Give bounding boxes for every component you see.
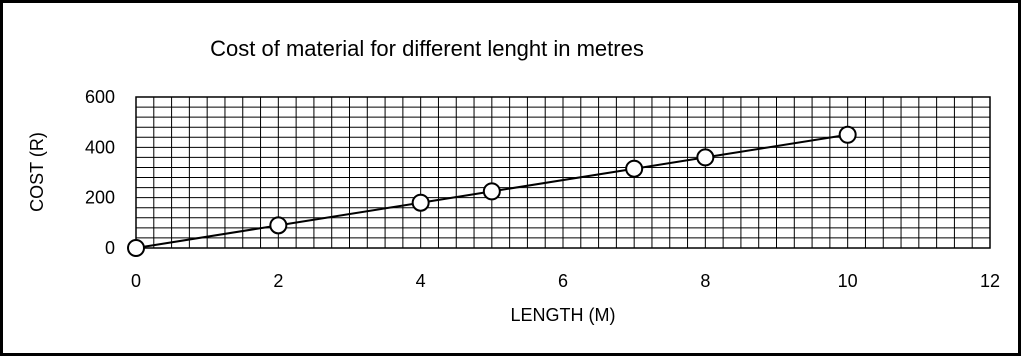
x-tick-label: 4 [416,271,426,291]
y-tick-label: 600 [85,87,115,107]
chart-title: Cost of material for different lenght in… [210,36,644,61]
data-point [482,182,501,201]
y-tick-label: 0 [105,238,115,258]
x-tick-label: 2 [273,271,283,291]
x-axis-label: LENGTH (M) [511,305,616,325]
data-point [127,239,145,257]
plot-area-border [135,96,991,249]
data-point [269,216,288,235]
chart-svg: Cost of material for different lenght in… [27,36,1000,325]
y-tick-label: 200 [85,188,115,208]
series [127,125,857,257]
grid [136,97,990,248]
data-point [838,125,857,144]
data-point [696,148,715,167]
data-point [625,159,644,178]
x-tick-label: 10 [838,271,858,291]
x-tick-label: 0 [131,271,141,291]
x-tick-label: 12 [980,271,1000,291]
x-tick-label: 6 [558,271,568,291]
y-tick-labels: 0 200 400 600 [85,87,115,258]
x-tick-labels: 0 2 4 6 8 10 12 [131,271,1000,291]
y-axis-label: COST (R) [27,132,47,212]
x-tick-label: 8 [700,271,710,291]
y-tick-label: 400 [85,137,115,157]
data-point [411,193,430,212]
